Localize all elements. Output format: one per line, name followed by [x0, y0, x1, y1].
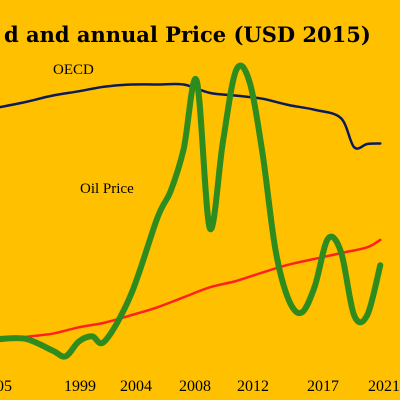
- x-tick-label: 2004: [120, 378, 152, 395]
- x-tick-label: 2008: [179, 378, 211, 395]
- x-tick-label: 1999: [64, 378, 96, 395]
- series-line-oecd: [0, 82, 382, 150]
- series-label-oil-price: Oil Price: [80, 181, 134, 197]
- series-layer: [0, 62, 384, 360]
- series-line-oil-price: [0, 62, 384, 360]
- series-label-oecd: OECD: [53, 62, 94, 78]
- x-tick-label: 2012: [237, 378, 269, 395]
- x-axis-ticks: 05 1999 2004 2008 2012 2017 2021: [0, 378, 400, 395]
- x-tick-label: 2021: [368, 378, 400, 395]
- chart-title: d and annual Price (USD 2015): [4, 22, 371, 47]
- series-line-trend: [0, 238, 382, 343]
- x-tick-label: 05: [0, 378, 12, 395]
- x-tick-label: 2017: [307, 378, 339, 395]
